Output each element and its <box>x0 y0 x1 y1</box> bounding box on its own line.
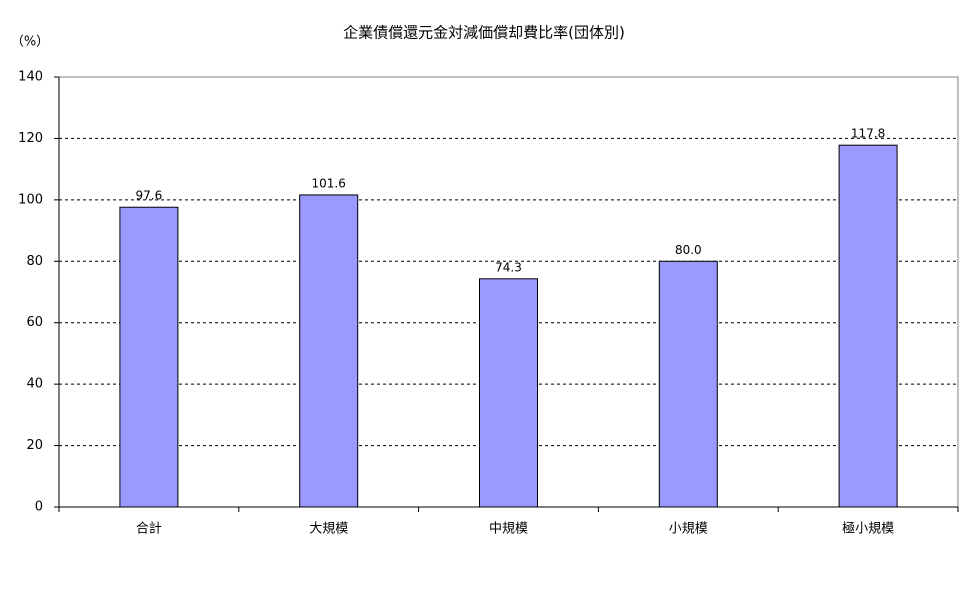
data-label: 97.6 <box>136 189 163 203</box>
y-tick-label: 140 <box>18 70 43 85</box>
chart-title: 企業債償還元金対減価償却費比率(団体別) <box>343 24 625 42</box>
y-tick-label: 40 <box>26 377 43 392</box>
y-tick-label: 120 <box>18 131 43 146</box>
bar <box>299 194 359 508</box>
x-tick-label: 小規模 <box>669 522 708 537</box>
bar <box>119 206 179 508</box>
x-tick-label: 大規模 <box>309 522 348 537</box>
y-tick-label: 80 <box>26 254 43 269</box>
y-tick-label: 20 <box>26 438 43 453</box>
bar <box>658 260 718 508</box>
data-label: 101.6 <box>312 176 346 190</box>
bar <box>838 144 898 508</box>
x-tick-label: 極小規模 <box>842 521 894 537</box>
y-axis-label: （%） <box>11 35 49 50</box>
y-tick-label: 0 <box>35 500 43 515</box>
y-tick-label: 60 <box>26 315 43 330</box>
bar <box>479 278 538 508</box>
data-label: 74.3 <box>495 260 522 274</box>
data-label: 117.8 <box>851 127 885 141</box>
x-tick-label: 中規模 <box>489 522 528 537</box>
y-tick-label: 100 <box>18 192 43 207</box>
data-label: 80.0 <box>675 243 702 257</box>
x-tick-label: 合計 <box>136 521 162 537</box>
